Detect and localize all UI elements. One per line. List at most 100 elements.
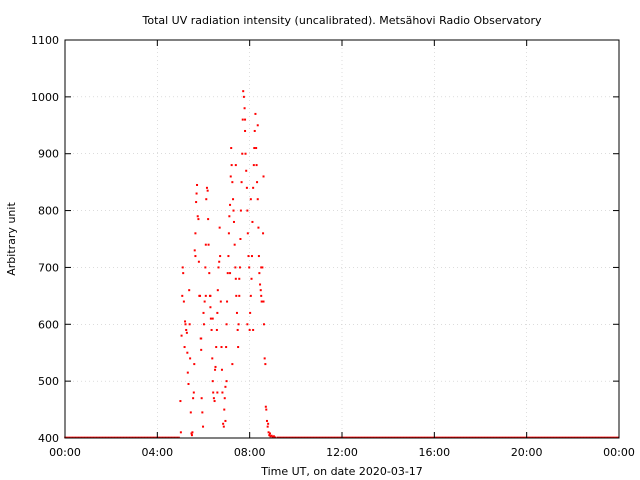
data-point bbox=[234, 164, 237, 167]
data-point bbox=[184, 320, 187, 323]
baseline-point bbox=[617, 436, 619, 439]
baseline-point bbox=[80, 436, 83, 439]
data-point bbox=[179, 431, 182, 434]
data-point bbox=[211, 317, 214, 320]
baseline-point bbox=[106, 436, 108, 439]
baseline-point bbox=[389, 436, 391, 439]
baseline-point bbox=[435, 436, 438, 439]
data-point bbox=[255, 147, 258, 150]
data-point bbox=[186, 351, 189, 354]
data-point bbox=[271, 435, 274, 438]
data-point bbox=[189, 357, 192, 360]
baseline-point bbox=[530, 436, 532, 439]
baseline-point bbox=[504, 436, 507, 439]
data-point bbox=[192, 391, 195, 394]
baseline-point bbox=[125, 436, 128, 439]
baseline-point bbox=[287, 436, 289, 439]
x-tick-label: 04:00 bbox=[141, 446, 173, 459]
x-tick-label: 16:00 bbox=[418, 446, 450, 459]
y-tick-label: 700 bbox=[38, 261, 59, 274]
data-point bbox=[215, 346, 218, 349]
baseline-point bbox=[459, 436, 462, 439]
baseline-point bbox=[608, 436, 610, 439]
data-point bbox=[192, 397, 195, 400]
baseline-point bbox=[170, 436, 173, 439]
baseline-point bbox=[420, 436, 423, 439]
baseline-point bbox=[371, 436, 373, 439]
data-point bbox=[231, 181, 234, 184]
data-point bbox=[238, 277, 241, 280]
data-point bbox=[185, 328, 188, 331]
data-point bbox=[204, 294, 207, 297]
data-point bbox=[193, 363, 196, 366]
data-point bbox=[270, 434, 273, 437]
baseline-point bbox=[507, 436, 510, 439]
baseline-point bbox=[73, 436, 75, 439]
plot-frame bbox=[64, 39, 620, 439]
baseline-point bbox=[461, 436, 463, 439]
baseline-point bbox=[94, 436, 96, 439]
baseline-point bbox=[285, 436, 288, 439]
data-point bbox=[182, 300, 185, 303]
data-point bbox=[209, 317, 212, 320]
data-point bbox=[230, 164, 233, 167]
data-point bbox=[214, 365, 217, 368]
data-point bbox=[265, 419, 268, 422]
baseline-point bbox=[458, 436, 460, 439]
baseline-point bbox=[112, 436, 114, 439]
baseline-point bbox=[432, 436, 435, 439]
baseline-point bbox=[311, 436, 313, 439]
baseline-point bbox=[315, 436, 318, 439]
data-point bbox=[252, 186, 255, 189]
baseline-point bbox=[441, 436, 444, 439]
baseline-point bbox=[528, 436, 531, 439]
baseline-point bbox=[296, 436, 298, 439]
baseline-point bbox=[402, 436, 405, 439]
data-point bbox=[266, 425, 269, 428]
baseline-point bbox=[359, 436, 361, 439]
data-point bbox=[248, 266, 251, 269]
baseline-point bbox=[122, 436, 125, 439]
baseline-point bbox=[104, 436, 107, 439]
baseline-point bbox=[333, 436, 336, 439]
baseline-point bbox=[166, 436, 168, 439]
data-point bbox=[242, 95, 245, 98]
data-point bbox=[190, 434, 193, 437]
data-point bbox=[209, 306, 212, 309]
baseline-point bbox=[473, 436, 475, 439]
data-point bbox=[224, 385, 227, 388]
data-point bbox=[200, 337, 203, 340]
baseline-point bbox=[522, 436, 525, 439]
baseline-point bbox=[74, 436, 77, 439]
data-point bbox=[181, 266, 184, 269]
baseline-point bbox=[362, 436, 364, 439]
data-point bbox=[217, 266, 220, 269]
baseline-point bbox=[365, 436, 367, 439]
data-point bbox=[189, 411, 192, 414]
data-point bbox=[239, 209, 242, 212]
baseline-point bbox=[342, 436, 345, 439]
baseline-point bbox=[85, 436, 87, 439]
baseline-point bbox=[390, 436, 393, 439]
data-point bbox=[215, 328, 218, 331]
baseline-point bbox=[536, 436, 538, 439]
baseline-point bbox=[109, 436, 111, 439]
baseline-point bbox=[306, 436, 309, 439]
baseline-point bbox=[426, 436, 429, 439]
data-point bbox=[232, 198, 235, 201]
baseline-point bbox=[158, 436, 161, 439]
baseline-point bbox=[482, 436, 484, 439]
data-point bbox=[211, 357, 214, 360]
data-point bbox=[190, 432, 193, 435]
baseline-point bbox=[479, 436, 481, 439]
baseline-point bbox=[533, 436, 535, 439]
data-point bbox=[231, 363, 234, 366]
baseline-point bbox=[143, 436, 146, 439]
baseline-point bbox=[152, 436, 155, 439]
baseline-point bbox=[70, 436, 72, 439]
baseline-point bbox=[368, 436, 370, 439]
data-point bbox=[262, 323, 265, 326]
data-point bbox=[212, 397, 215, 400]
baseline-point bbox=[360, 436, 363, 439]
